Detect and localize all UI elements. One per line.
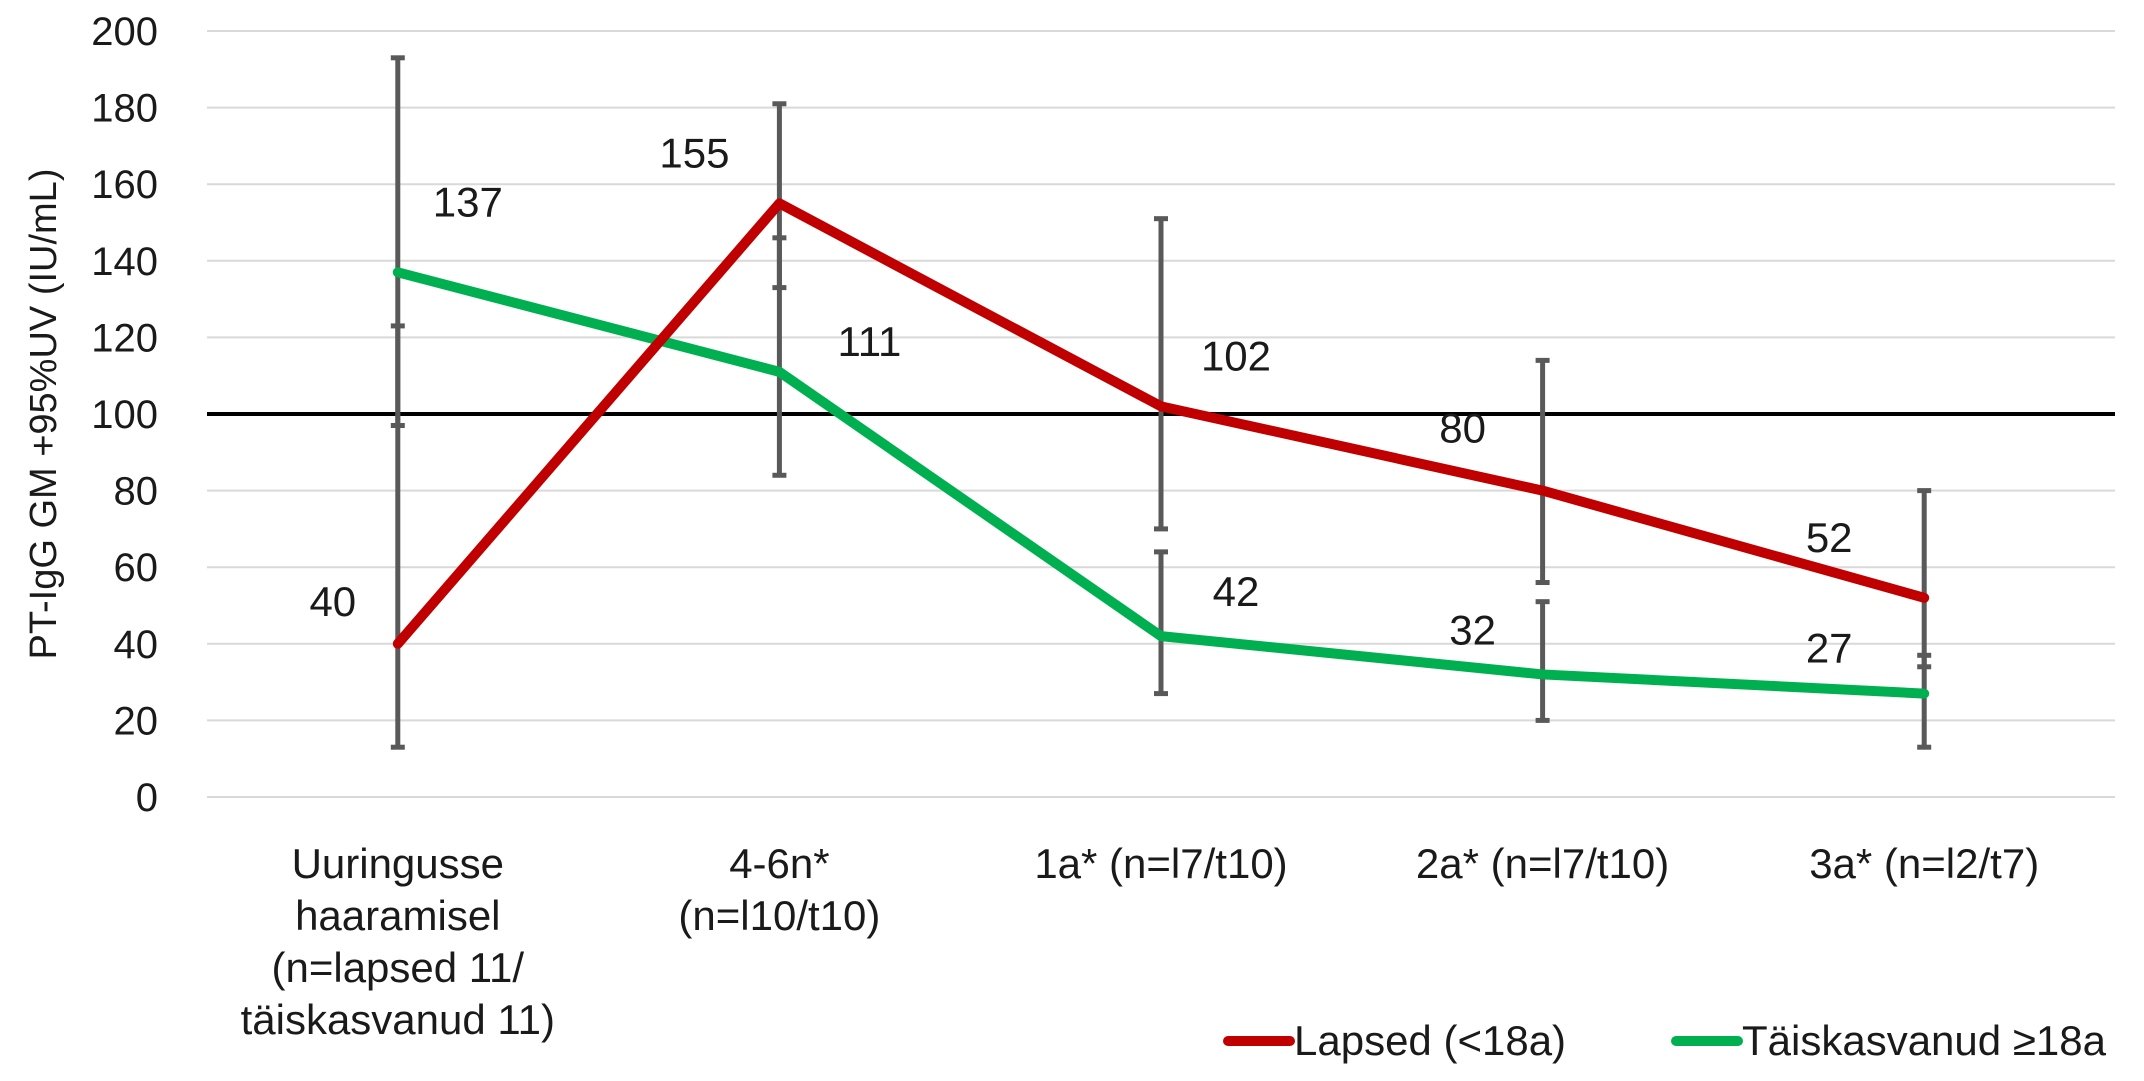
- y-tick-label-0: 0: [136, 776, 158, 820]
- y-tick-label-40: 40: [114, 623, 159, 667]
- x-category-line: täiskasvanud 11): [241, 996, 555, 1043]
- x-category-2: 1a* (n=l7/t10): [1034, 840, 1287, 887]
- y-axis-label: PT-IgG GM +95%UV (IU/mL): [23, 169, 65, 660]
- data-label-taiskasvanud-0: 137: [433, 178, 503, 225]
- x-category-line: (n=l10/t10): [678, 892, 880, 939]
- y-tick-label-80: 80: [114, 470, 159, 514]
- series-line-taiskasvanud: [392, 267, 1930, 699]
- legend-item-taiskasvanud: Täiskasvanud ≥18a: [1671, 1017, 2107, 1064]
- error-bar-lapsed-3: [1535, 357, 1550, 586]
- y-tick-label-120: 120: [91, 316, 158, 360]
- x-category-line: haaramisel: [295, 892, 500, 939]
- data-label-taiskasvanud-2: 42: [1213, 568, 1260, 615]
- data-label-lapsed-0: 40: [309, 578, 356, 625]
- error-bar-taiskasvanud-3: [1535, 599, 1550, 723]
- x-category-1: 4-6n* (n=l10/t10): [678, 840, 880, 939]
- error-bar-taiskasvanud-1: [772, 235, 787, 478]
- error-bar-lapsed-4: [1917, 488, 1932, 670]
- x-category-4: 3a* (n=l2/t7): [1809, 840, 2039, 887]
- x-category-0: Uuringusse haaramisel (n=lapsed 11/täiskas…: [241, 840, 555, 1043]
- y-tick-label-100: 100: [91, 393, 158, 437]
- error-bar-lapsed-2: [1154, 216, 1168, 532]
- y-tick-label-140: 140: [91, 240, 158, 284]
- error-bar-taiskasvanud-4: [1917, 652, 1932, 750]
- data-label-lapsed-4: 52: [1806, 514, 1853, 561]
- y-tick-label-20: 20: [114, 699, 159, 743]
- y-tick-label-60: 60: [114, 546, 159, 590]
- legend-item-lapsed: Lapsed (<18a): [1223, 1017, 1566, 1064]
- y-tick-label-160: 160: [91, 163, 158, 207]
- x-category-line: Uuringusse: [292, 840, 504, 887]
- x-axis-categories: Uuringusse haaramisel (n=lapsed 11/täiskas…: [241, 840, 2040, 1043]
- data-label-taiskasvanud-4: 27: [1806, 625, 1853, 672]
- x-category-line: 1a* (n=l7/t10): [1034, 840, 1287, 887]
- legend-label: Täiskasvanud ≥18a: [1742, 1017, 2107, 1064]
- error-bars: [390, 55, 1932, 750]
- x-category-3: 2a* (n=l7/t10): [1416, 840, 1669, 887]
- data-labels: 40 155 102 80 52 137 111 42 32 27: [309, 129, 1852, 671]
- y-tick-label-200: 200: [91, 10, 158, 54]
- x-category-line: 4-6n*: [729, 840, 829, 887]
- series-line-lapsed: [392, 198, 1930, 649]
- x-category-line: 2a* (n=l7/t10): [1416, 840, 1669, 887]
- data-label-lapsed-2: 102: [1201, 332, 1271, 379]
- error-bar-taiskasvanud-2: [1154, 549, 1168, 697]
- legend: Lapsed (<18a) Täiskasvanud ≥18a: [1223, 1017, 2107, 1064]
- x-category-line: (n=lapsed 11/: [272, 944, 525, 991]
- data-label-lapsed-3: 80: [1439, 405, 1486, 452]
- data-label-taiskasvanud-3: 32: [1449, 606, 1496, 653]
- error-bar-taiskasvanud-0: [390, 55, 405, 428]
- data-label-taiskasvanud-1: 111: [837, 318, 901, 365]
- series-lines: [392, 198, 1930, 699]
- legend-label: Lapsed (<18a): [1294, 1017, 1566, 1064]
- x-category-line: 3a* (n=l2/t7): [1809, 840, 2039, 887]
- y-axis-ticks: 0 20 40 60 80 100 120 140 160 180 200: [91, 10, 158, 820]
- y-tick-label-180: 180: [91, 87, 158, 131]
- data-label-lapsed-1: 155: [659, 129, 729, 176]
